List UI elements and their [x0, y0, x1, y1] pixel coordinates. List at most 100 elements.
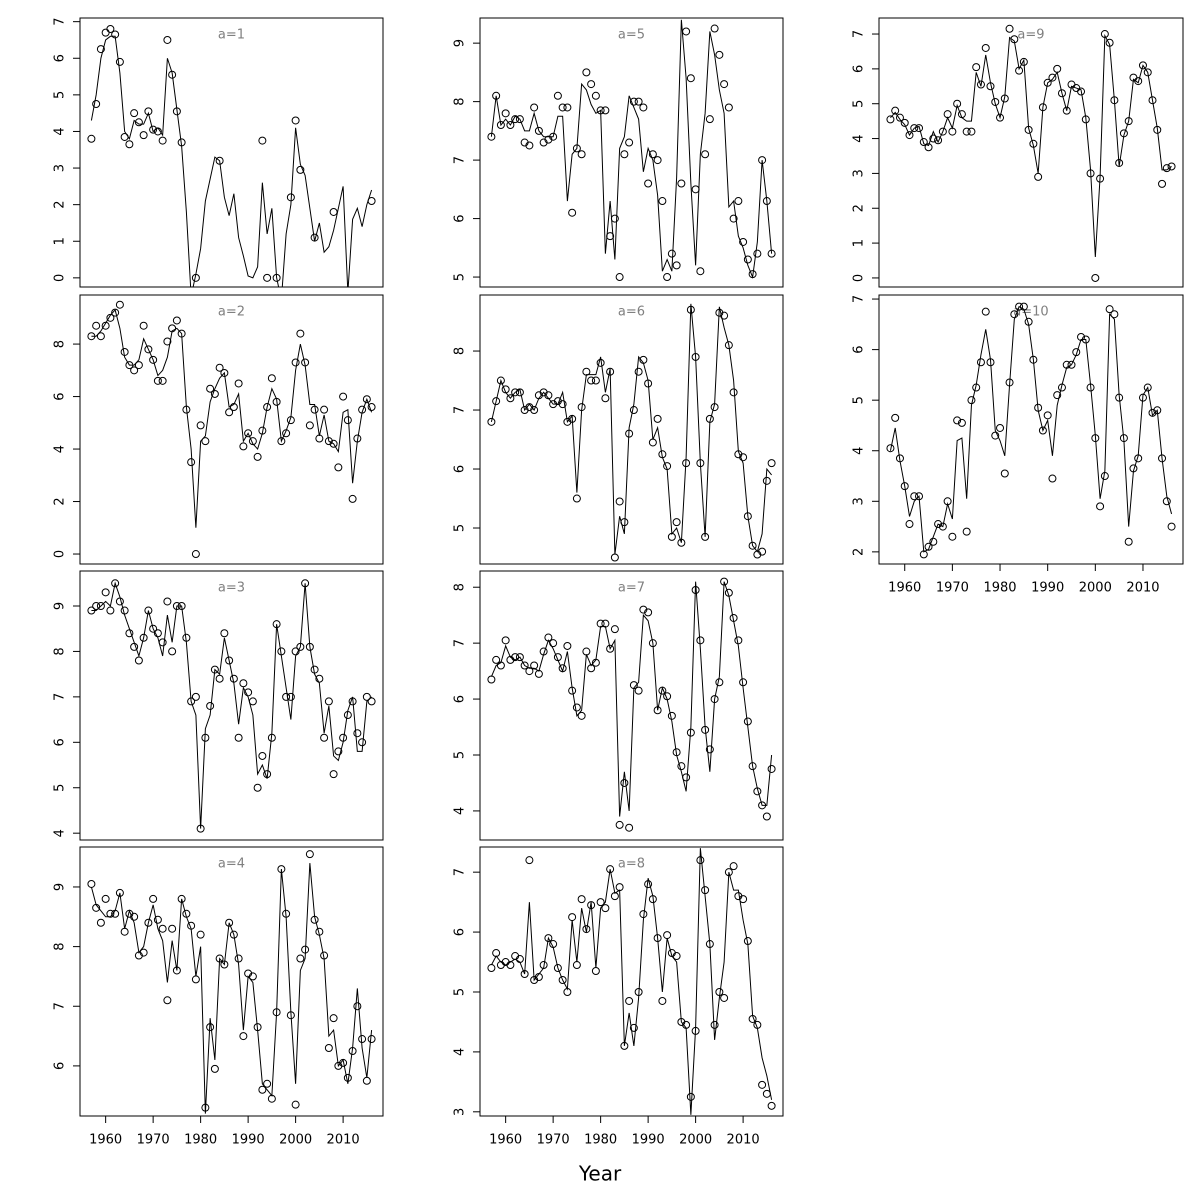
y-tick-label: 3 [453, 1108, 468, 1116]
data-point [367, 403, 376, 412]
data-point [748, 541, 757, 550]
data-point [168, 647, 177, 656]
y-tick-label: 6 [453, 214, 468, 222]
data-point [606, 644, 615, 653]
data-point [487, 675, 496, 684]
data-point [139, 633, 148, 642]
data-point [962, 527, 971, 536]
data-point [1053, 391, 1062, 400]
data-point [648, 438, 657, 447]
panel: a=8 3 4 5 6 7 1960 1970 1980 1990 2000 2010 [453, 846, 784, 1148]
data-point [1143, 383, 1152, 392]
y-tick-label: 2 [53, 201, 68, 209]
data-point [767, 1101, 776, 1110]
data-point [320, 733, 329, 742]
y-tick-label: 8 [453, 347, 468, 355]
data-point [139, 131, 148, 140]
x-tick-label: 1960 [888, 581, 921, 596]
plot-frame [79, 570, 384, 841]
data-point [558, 400, 567, 409]
data-point [658, 996, 667, 1005]
data-point [1053, 64, 1062, 73]
data-point [234, 954, 243, 963]
x-tick-label: 1990 [632, 1133, 665, 1148]
fit-line [91, 581, 372, 829]
data-point [130, 912, 139, 921]
data-point [225, 656, 234, 665]
data-point [1015, 302, 1024, 311]
data-point [663, 273, 672, 282]
data-point [210, 389, 219, 398]
y-tick-label: 7 [53, 693, 68, 701]
plot-frame [878, 294, 1184, 565]
data-point [87, 134, 96, 143]
data-point [701, 150, 710, 159]
data-point [296, 954, 305, 963]
data-point [924, 143, 933, 152]
data-point [258, 751, 267, 760]
data-point [634, 367, 643, 376]
data-point [367, 1035, 376, 1044]
data-point [534, 126, 543, 135]
y-tick-label: 7 [453, 406, 468, 414]
y-tick-label: 3 [852, 169, 867, 177]
data-point [520, 661, 529, 670]
data-point [1057, 89, 1066, 98]
panel: a=7 4 5 6 7 8 [453, 570, 784, 841]
y-tick-label: 6 [53, 738, 68, 746]
data-point [976, 358, 985, 367]
data-point [667, 711, 676, 720]
y-tick-label: 5 [453, 273, 468, 281]
data-point [615, 497, 624, 506]
data-point [153, 376, 162, 385]
panel: a=6 5 6 7 8 [453, 294, 784, 565]
fit-line [90, 35, 373, 287]
panel-title: a=4 [218, 857, 245, 872]
data-point [125, 140, 134, 149]
x-tick-label: 2010 [327, 1133, 360, 1148]
data-point [234, 733, 243, 742]
data-point [324, 697, 333, 706]
data-point [196, 421, 205, 430]
data-point [358, 1035, 367, 1044]
data-point [115, 57, 124, 66]
data-point [1138, 61, 1147, 70]
data-point [253, 452, 262, 461]
data-point [743, 255, 752, 264]
data-point [981, 43, 990, 52]
data-point [577, 711, 586, 720]
fit-line [91, 308, 373, 528]
data-point [886, 115, 895, 124]
y-tick-label: 5 [453, 524, 468, 532]
data-point [367, 697, 376, 706]
y-tick-label: 7 [53, 1002, 68, 1010]
data-point [172, 316, 181, 325]
data-point [134, 118, 143, 127]
y-tick-label: 6 [453, 465, 468, 473]
data-point [334, 747, 343, 756]
y-tick-label: 7 [852, 295, 867, 303]
y-tick-label: 7 [453, 156, 468, 164]
plot-frame [479, 846, 784, 1117]
x-tick-label: 2000 [279, 1133, 312, 1148]
data-point [163, 996, 172, 1005]
y-tick-label: 7 [453, 868, 468, 876]
y-tick-label: 4 [53, 127, 68, 135]
data-point [758, 547, 767, 556]
data-point [158, 376, 167, 385]
data-point [187, 458, 196, 467]
data-point [92, 601, 101, 610]
plot-frame [79, 294, 384, 565]
data-point [629, 406, 638, 415]
data-point [130, 109, 139, 118]
data-point [501, 109, 510, 118]
data-point [305, 850, 314, 859]
data-point [691, 185, 700, 194]
data-point [905, 520, 914, 529]
data-point [163, 337, 172, 346]
data-point [511, 653, 520, 662]
data-point [506, 394, 515, 403]
x-tick-label: 1990 [232, 1133, 265, 1148]
data-point [895, 113, 904, 122]
data-point [506, 121, 515, 130]
